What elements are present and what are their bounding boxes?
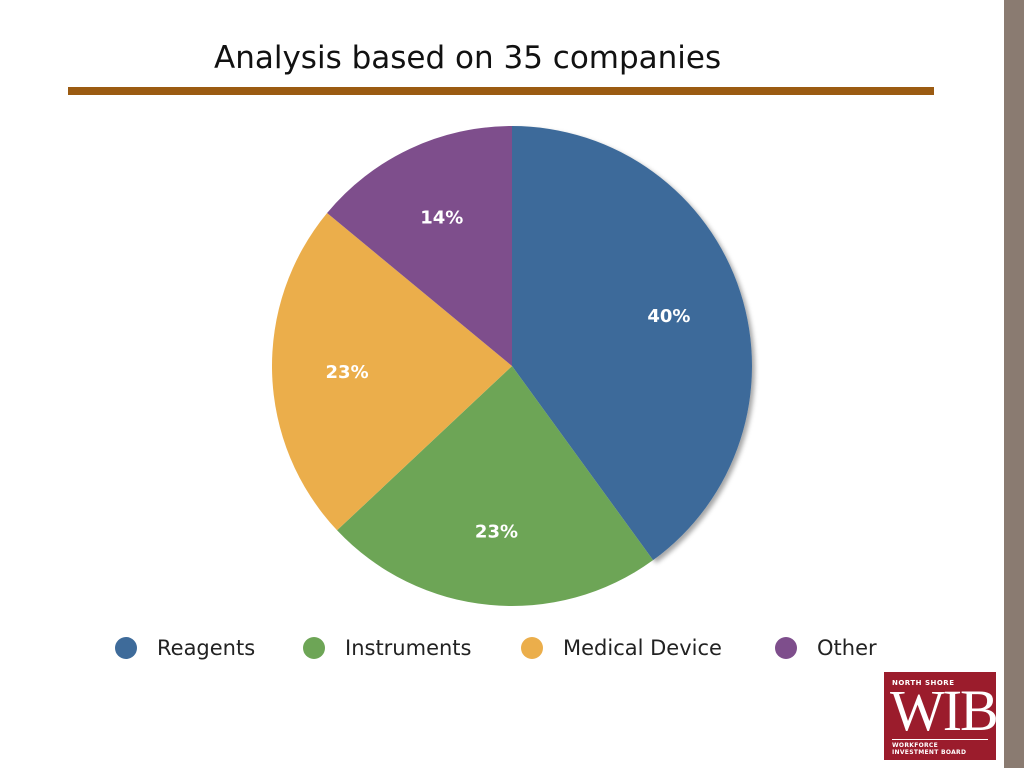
legend-label-medical-device: Medical Device — [563, 636, 722, 660]
legend-label-instruments: Instruments — [345, 636, 472, 660]
legend-item-other: Other — [775, 632, 877, 664]
logo-top-text: NORTH SHORE — [892, 679, 955, 687]
pie-slice-medical-device — [272, 213, 512, 531]
legend-label-reagents: Reagents — [157, 636, 256, 660]
right-edge-strip — [1004, 0, 1024, 768]
pie-label-instruments: 23% — [475, 521, 518, 542]
legend-item-instruments: Instruments — [303, 632, 471, 664]
pie-label-other: 14% — [420, 208, 463, 229]
pie-label-medical-device: 23% — [326, 362, 369, 383]
pie-slice-other — [327, 126, 512, 366]
legend-swatch-other — [775, 637, 797, 659]
title-underline — [68, 87, 934, 95]
logo-divider — [892, 739, 988, 740]
legend-item-medical-device: Medical Device — [521, 632, 722, 664]
logo-main-text: WIB — [890, 678, 999, 743]
legend-swatch-instruments — [303, 637, 325, 659]
wib-logo: NORTH SHORE WIB WORKFORCE INVESTMENT BOA… — [884, 672, 999, 760]
pie-slice-reagents — [512, 126, 753, 561]
pie-chart: 40% 23% 23% 14% — [272, 126, 753, 607]
pie-slice-instruments — [337, 366, 654, 607]
chart-title: Analysis based on 35 companies — [214, 40, 722, 76]
pie-label-reagents: 40% — [647, 306, 690, 327]
logo-bottom-line1: WORKFORCE — [892, 742, 939, 749]
legend-swatch-reagents — [115, 637, 137, 659]
logo-bottom-line2: INVESTMENT BOARD — [892, 749, 967, 756]
logo-bottom-text: WORKFORCE INVESTMENT BOARD — [892, 742, 966, 756]
chart-legend: Reagents Instruments Medical Device Othe… — [0, 632, 1000, 664]
legend-swatch-medical-device — [521, 637, 543, 659]
legend-item-reagents: Reagents — [115, 632, 255, 664]
legend-label-other: Other — [817, 636, 877, 660]
